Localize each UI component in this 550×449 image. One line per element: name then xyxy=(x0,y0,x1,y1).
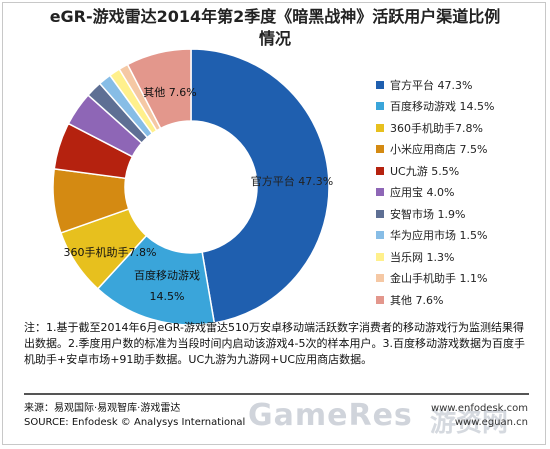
chart-title-line1: eGR-游戏雷达2014年第2季度《暗黑战神》活跃用户渠道比例 xyxy=(49,7,501,26)
legend-swatch-4 xyxy=(376,166,384,175)
legend-item-4: UC九游 5.5% xyxy=(376,160,546,182)
legend-swatch-2 xyxy=(376,123,384,132)
legend-item-0: 官方平台 47.3% xyxy=(376,74,546,96)
footnote: 注：1.基于截至2014年6月eGR-游戏雷达510万安卓移动端活跃数字消费者的… xyxy=(24,321,525,366)
legend-label-3: 小米应用商店 7.5% xyxy=(390,143,488,157)
legend-item-10: 其他 7.6% xyxy=(376,289,546,311)
legend-label-9: 金山手机助手 1.1% xyxy=(390,272,488,286)
slice-label-baidu-value: 14.5% xyxy=(150,290,185,303)
chart-title: eGR-游戏雷达2014年第2季度《暗黑战神》活跃用户渠道比例 情况 xyxy=(0,6,550,50)
legend-label-2: 360手机助手7.8% xyxy=(390,121,483,135)
legend-swatch-8 xyxy=(376,252,384,261)
legend-item-3: 小米应用商店 7.5% xyxy=(376,139,546,161)
chart-title-line2: 情况 xyxy=(258,29,291,48)
legend-swatch-5 xyxy=(376,188,384,197)
legend-label-5: 应用宝 4.0% xyxy=(390,186,455,200)
site-urls: www.enfodesk.com www.eguan.cn xyxy=(368,402,528,430)
footer-divider xyxy=(24,393,529,395)
legend-swatch-0 xyxy=(376,80,384,89)
source-line-cn: 来源：易观国际·易观智库·游戏雷达 xyxy=(24,403,181,414)
legend-swatch-3 xyxy=(376,145,384,154)
legend-label-7: 华为应用市场 1.5% xyxy=(390,229,488,243)
legend-label-8: 当乐网 1.3% xyxy=(390,250,455,264)
legend-swatch-9 xyxy=(376,274,384,283)
legend-swatch-7 xyxy=(376,231,384,240)
legend-item-5: 应用宝 4.0% xyxy=(376,182,546,204)
slice-label-other: 其他 7.6% xyxy=(143,86,196,99)
site-url-eguan: www.eguan.cn xyxy=(454,417,528,428)
donut-slices xyxy=(52,48,330,326)
legend-swatch-6 xyxy=(376,209,384,218)
slice-label-official: 官方平台 47.3% xyxy=(251,174,333,188)
chart-frame xyxy=(2,2,546,445)
source-line-en: SOURCE: Enfodesk © Analysys Internationa… xyxy=(24,417,246,428)
legend-label-0: 官方平台 47.3% xyxy=(390,78,473,92)
gameres-watermark: GameRes xyxy=(248,398,413,433)
legend-item-9: 金山手机助手 1.1% xyxy=(376,268,546,290)
source-text: 来源：易观国际·易观智库·游戏雷达 SOURCE: Enfodesk © Ana… xyxy=(24,402,364,430)
legend-item-8: 当乐网 1.3% xyxy=(376,246,546,268)
slice-label-baidu-name: 百度移动游戏 xyxy=(134,268,200,282)
legend-swatch-1 xyxy=(376,102,384,111)
site-url-enfodesk: www.enfodesk.com xyxy=(431,403,528,414)
legend-label-10: 其他 7.6% xyxy=(390,293,444,307)
legend-item-2: 360手机助手7.8% xyxy=(376,117,546,139)
chart-legend: 官方平台 47.3% 百度移动游戏 14.5% 360手机助手7.8% 小米应用商店 … xyxy=(376,74,546,311)
legend-item-7: 华为应用市场 1.5% xyxy=(376,225,546,247)
legend-item-6: 安智市场 1.9% xyxy=(376,203,546,225)
legend-label-6: 安智市场 1.9% xyxy=(390,207,466,221)
legend-swatch-10 xyxy=(376,295,384,304)
donut-slice-10 xyxy=(126,48,192,130)
legend-item-1: 百度移动游戏 14.5% xyxy=(376,96,546,118)
legend-label-4: UC九游 5.5% xyxy=(390,164,460,178)
legend-label-1: 百度移动游戏 14.5% xyxy=(390,100,495,114)
slice-label-360: 360手机助手7.8% xyxy=(64,245,157,259)
gameres-watermark-cn: 游资网 xyxy=(430,408,509,438)
donut-slice-0 xyxy=(190,48,330,324)
